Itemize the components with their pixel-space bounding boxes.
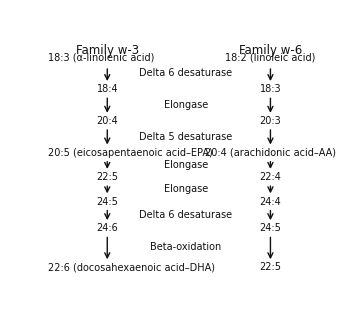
Text: Beta-oxidation: Beta-oxidation xyxy=(150,242,222,252)
Text: 20:4 (arachidonic acid–AA): 20:4 (arachidonic acid–AA) xyxy=(205,148,336,158)
Text: 24:6: 24:6 xyxy=(97,223,118,233)
Text: 20:5 (eicosapentaenoic acid–EPA): 20:5 (eicosapentaenoic acid–EPA) xyxy=(48,148,213,158)
Text: 20:4: 20:4 xyxy=(97,116,118,126)
Text: Family w-6: Family w-6 xyxy=(239,44,302,57)
Text: 22:5: 22:5 xyxy=(260,262,281,273)
Text: 18:2 (linoleic acid): 18:2 (linoleic acid) xyxy=(225,53,315,62)
Text: 24:5: 24:5 xyxy=(96,197,118,207)
Text: 18:3: 18:3 xyxy=(260,84,281,94)
Text: Elongase: Elongase xyxy=(164,160,208,170)
Text: 22:6 (docosahexaenoic acid–DHA): 22:6 (docosahexaenoic acid–DHA) xyxy=(48,262,215,273)
Text: Delta 5 desaturase: Delta 5 desaturase xyxy=(139,132,233,142)
Text: Delta 6 desaturase: Delta 6 desaturase xyxy=(139,210,233,220)
Text: 22:5: 22:5 xyxy=(96,172,118,182)
Text: Delta 6 desaturase: Delta 6 desaturase xyxy=(139,68,233,78)
Text: Elongase: Elongase xyxy=(164,184,208,194)
Text: 18:3 (α-linolenic acid): 18:3 (α-linolenic acid) xyxy=(48,53,155,62)
Text: Elongase: Elongase xyxy=(164,100,208,110)
Text: 22:4: 22:4 xyxy=(260,172,281,182)
Text: 24:5: 24:5 xyxy=(260,223,281,233)
Text: Family w-3: Family w-3 xyxy=(76,44,139,57)
Text: 18:4: 18:4 xyxy=(97,84,118,94)
Text: 20:3: 20:3 xyxy=(260,116,281,126)
Text: 24:4: 24:4 xyxy=(260,197,281,207)
